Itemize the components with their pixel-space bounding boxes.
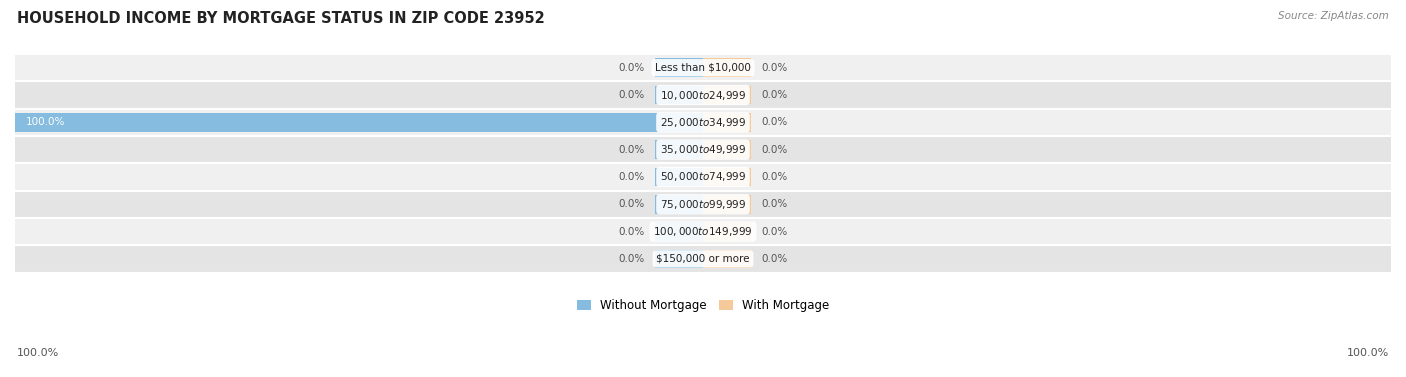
Bar xyxy=(15,54,1391,81)
Text: 0.0%: 0.0% xyxy=(762,227,787,236)
Bar xyxy=(15,191,1391,218)
Text: Source: ZipAtlas.com: Source: ZipAtlas.com xyxy=(1278,11,1389,21)
Bar xyxy=(655,195,703,213)
Text: $75,000 to $99,999: $75,000 to $99,999 xyxy=(659,198,747,211)
Text: $150,000 or more: $150,000 or more xyxy=(657,254,749,264)
Bar xyxy=(655,86,703,104)
Text: 0.0%: 0.0% xyxy=(762,199,787,209)
Text: 100.0%: 100.0% xyxy=(17,348,59,358)
Text: $10,000 to $24,999: $10,000 to $24,999 xyxy=(659,89,747,101)
Bar xyxy=(655,140,703,159)
Bar xyxy=(703,250,751,268)
Text: $100,000 to $149,999: $100,000 to $149,999 xyxy=(654,225,752,238)
Bar xyxy=(703,140,751,159)
Text: 0.0%: 0.0% xyxy=(762,90,787,100)
Bar xyxy=(15,81,1391,109)
Bar xyxy=(15,245,1391,273)
Text: 0.0%: 0.0% xyxy=(619,63,644,73)
Bar xyxy=(655,168,703,186)
Text: 100.0%: 100.0% xyxy=(1347,348,1389,358)
Bar xyxy=(15,163,1391,191)
Text: 0.0%: 0.0% xyxy=(619,254,644,264)
Text: 0.0%: 0.0% xyxy=(619,145,644,155)
Text: HOUSEHOLD INCOME BY MORTGAGE STATUS IN ZIP CODE 23952: HOUSEHOLD INCOME BY MORTGAGE STATUS IN Z… xyxy=(17,11,544,26)
Text: $50,000 to $74,999: $50,000 to $74,999 xyxy=(659,170,747,184)
Bar xyxy=(15,136,1391,163)
Bar xyxy=(655,250,703,268)
Bar xyxy=(655,222,703,241)
Text: 100.0%: 100.0% xyxy=(25,117,65,127)
Bar xyxy=(15,218,1391,245)
Text: $25,000 to $34,999: $25,000 to $34,999 xyxy=(659,116,747,129)
Text: 0.0%: 0.0% xyxy=(619,172,644,182)
Text: 0.0%: 0.0% xyxy=(762,172,787,182)
Legend: Without Mortgage, With Mortgage: Without Mortgage, With Mortgage xyxy=(572,294,834,317)
Bar xyxy=(703,113,751,132)
Text: $35,000 to $49,999: $35,000 to $49,999 xyxy=(659,143,747,156)
Text: 0.0%: 0.0% xyxy=(762,117,787,127)
Bar xyxy=(703,222,751,241)
Text: 0.0%: 0.0% xyxy=(619,199,644,209)
Bar xyxy=(655,58,703,77)
Text: 0.0%: 0.0% xyxy=(619,227,644,236)
Text: 0.0%: 0.0% xyxy=(762,63,787,73)
Bar xyxy=(703,58,751,77)
Bar xyxy=(15,113,703,132)
Bar xyxy=(703,86,751,104)
Text: 0.0%: 0.0% xyxy=(762,254,787,264)
Text: 0.0%: 0.0% xyxy=(619,90,644,100)
Text: 0.0%: 0.0% xyxy=(762,145,787,155)
Text: Less than $10,000: Less than $10,000 xyxy=(655,63,751,73)
Bar xyxy=(15,109,1391,136)
Bar xyxy=(703,168,751,186)
Bar xyxy=(703,195,751,213)
